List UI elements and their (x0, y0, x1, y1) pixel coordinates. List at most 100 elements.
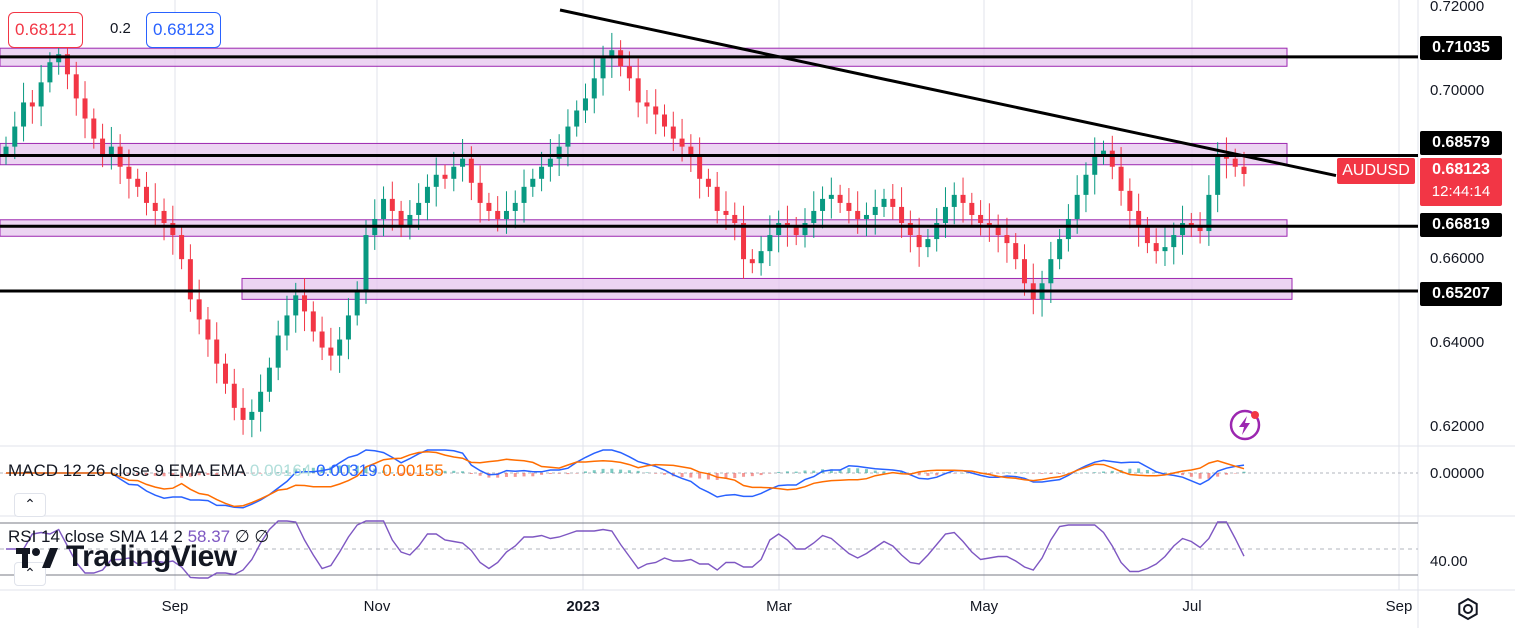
macd-histogram-bar (566, 473, 570, 475)
macd-histogram-bar (285, 470, 289, 473)
rsi-axis-tick: 40.00 (1430, 553, 1468, 570)
time-tick: Mar (766, 598, 792, 615)
trendline (559, 8, 1337, 178)
candle-body (767, 235, 773, 252)
candle-body (302, 295, 308, 312)
candle-body (100, 138, 106, 155)
candle-body (732, 214, 738, 223)
macd-histogram-bar (504, 473, 508, 477)
chevron-up-icon: ⌃ (24, 496, 36, 512)
macd-histogram-bar (1163, 472, 1167, 474)
candle-body (1171, 235, 1177, 248)
candle-body (644, 102, 650, 107)
lightning-icon (1229, 409, 1261, 441)
candle-body (486, 202, 492, 211)
candle-body (969, 202, 975, 215)
candle-body (635, 78, 641, 103)
macd-histogram-bar (118, 473, 122, 474)
candle-body (170, 223, 176, 236)
level-tag-68579[interactable]: 0.68579 (1420, 131, 1502, 155)
candle-body (749, 259, 755, 264)
macd-histogram-bar (153, 473, 157, 476)
level-tag-65207[interactable]: 0.65207 (1420, 282, 1502, 306)
candle-body (21, 102, 27, 127)
candle-body (1153, 243, 1159, 252)
bid-price-box[interactable]: 0.68121 (8, 12, 84, 48)
symbol-tag[interactable]: AUDUSD (1337, 158, 1415, 184)
candle-body (802, 223, 808, 236)
candle-body (1136, 210, 1142, 228)
time-tick: Sep (161, 598, 189, 615)
macd-histogram-bar (610, 468, 614, 473)
rsi-label: RSI 14 close SMA 14 2 (8, 527, 183, 546)
candle-body (820, 198, 826, 211)
macd-histogram-bar (680, 473, 684, 478)
candle-body (1144, 227, 1150, 244)
candle-body (907, 223, 913, 236)
price-tick: 0.72000 (1430, 0, 1485, 15)
macd-histogram-bar (926, 473, 930, 476)
macd-collapse-button[interactable]: ⌃ (14, 493, 46, 517)
macd-histogram-bar (1084, 472, 1088, 473)
time-tick: Jul (1182, 598, 1202, 615)
candle-body (240, 407, 246, 420)
macd-histogram-bar (478, 473, 482, 476)
candle-body (626, 66, 632, 79)
chevron-up-icon: ⌃ (24, 565, 36, 581)
macd-histogram-bar (1040, 473, 1044, 474)
candle-body (828, 194, 834, 199)
macd-histogram-bar (399, 473, 403, 475)
macd-histogram-bar (1189, 473, 1193, 477)
level-tag-71035[interactable]: 0.71035 (1420, 36, 1502, 60)
candle-body (468, 158, 474, 183)
time-tick: May (969, 598, 999, 615)
price-tick: 0.70000 (1430, 82, 1485, 99)
candle-body (1083, 174, 1089, 195)
candle-body (1074, 194, 1080, 219)
macd-histogram-bar (1031, 473, 1035, 474)
rsi-legend[interactable]: RSI 14 close SMA 14 2 58.37 ∅ ∅ (8, 527, 269, 547)
candle-body (495, 210, 501, 219)
bar-countdown: 12:44:14 (1431, 183, 1491, 200)
macd-histogram-bar (346, 464, 350, 473)
candle-body (29, 102, 35, 107)
tradingview-logo[interactable]: TradingView (16, 540, 237, 574)
macd-histogram-bar (144, 473, 148, 476)
ask-price-box[interactable]: 0.68123 (146, 12, 222, 48)
macd-histogram-bar (706, 473, 710, 480)
candle-body (64, 54, 70, 75)
candle-body (407, 214, 413, 228)
last-price-tag[interactable]: 0.68123 12:44:14 (1420, 158, 1502, 206)
candle-body (328, 347, 334, 356)
flash-button[interactable] (1228, 408, 1262, 442)
candle-body (1118, 166, 1124, 191)
macd-histogram-bar (856, 468, 860, 473)
candle-body (1241, 166, 1247, 174)
candle-body (398, 210, 404, 228)
macd-histogram-bar (267, 472, 271, 474)
macd-histogram-bar (619, 469, 623, 473)
level-tag-66819[interactable]: 0.66819 (1420, 213, 1502, 237)
macd-histogram-bar (996, 473, 1000, 474)
candle-body (460, 158, 466, 167)
candle-body (442, 174, 448, 179)
candle-body (653, 106, 659, 115)
macd-histogram-bar (241, 473, 245, 474)
macd-histogram-bar (1224, 473, 1228, 475)
macd-histogram-bar (338, 465, 342, 473)
macd-histogram-bar (452, 470, 456, 473)
rsi-collapse-button[interactable]: ⌃ (14, 562, 46, 586)
candle-body (1092, 154, 1098, 175)
candle-body (582, 98, 588, 111)
macd-value: 0.00319 (316, 461, 378, 480)
candle-body (381, 198, 387, 219)
macd-histogram-bar (1242, 471, 1246, 473)
candle-body (1013, 243, 1019, 260)
candle-body (916, 235, 922, 248)
macd-legend[interactable]: MACD 12 26 close 9 EMA EMA 0.00164 0.003… (8, 461, 444, 481)
settings-button[interactable] (1455, 596, 1481, 622)
candle-body (574, 110, 580, 127)
macd-histogram-bar (645, 472, 649, 473)
